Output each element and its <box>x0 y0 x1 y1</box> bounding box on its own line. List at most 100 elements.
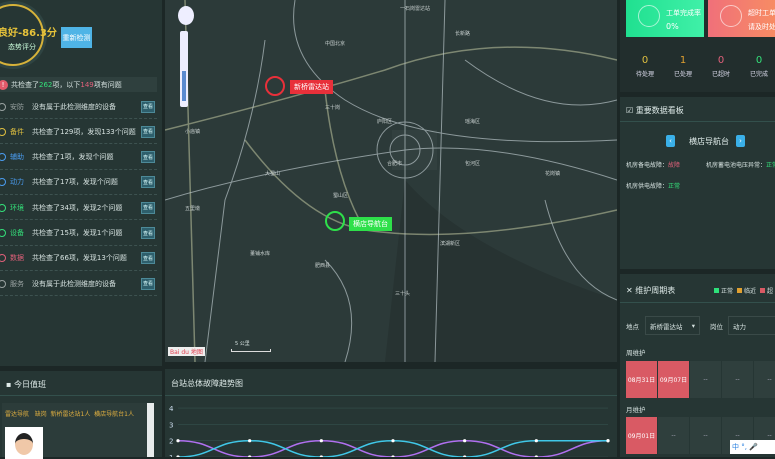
maintenance-panel: ✕ 维护周期表 正常 临近 超 地点 新桥雷达站 ▾ 岗位 动力 周维护 08月31日… <box>620 274 775 457</box>
map-nav-control[interactable] <box>178 6 194 25</box>
map-place-label: 庐阳区 <box>377 119 393 125</box>
trend-chart-panel: 台站总体故障趋势图 1 2 3 4 <box>165 369 617 457</box>
view-button[interactable]: 查看 <box>141 252 155 265</box>
category-icon <box>0 254 6 263</box>
scrollbar[interactable] <box>147 403 154 457</box>
avatar <box>5 427 43 459</box>
maintenance-cell[interactable]: -- <box>690 417 721 454</box>
view-button[interactable]: 查看 <box>141 201 155 214</box>
maintenance-cell[interactable]: 08月31日 <box>626 361 657 398</box>
map-view[interactable]: 新桥雷达站 横店导航台 一石岗雷达站 中国北京 长新路 三十岗 合肥市 大蜀山 蜀山区 包河区… <box>165 0 617 362</box>
status-key: 机房备电故障： <box>626 162 669 169</box>
scale-bar <box>231 349 271 352</box>
count-label: 已处理 <box>673 71 692 78</box>
y-tick-label: 4 <box>169 405 174 413</box>
status-value: 故障 <box>668 162 681 169</box>
count-value: 1 <box>679 55 687 66</box>
count-label: 已超时 <box>711 71 730 78</box>
post-value: 动力 <box>733 322 746 331</box>
station-marker-fault[interactable]: 新桥雷达站 <box>290 80 333 94</box>
map-place-label: 滨湖新区 <box>440 241 461 247</box>
board-title-text: 重要数据看板 <box>635 106 684 115</box>
category-icon <box>0 178 6 187</box>
y-tick-label: 1 <box>169 454 173 457</box>
legend-swatch <box>760 288 766 293</box>
order-count[interactable]: 0 待处理 <box>630 55 660 78</box>
category-icon <box>0 279 6 288</box>
y-tick-label: 2 <box>169 438 173 446</box>
status-value: 正常 <box>766 162 775 169</box>
map-place-label: 花岗镇 <box>545 171 561 177</box>
data-point[interactable] <box>534 439 538 443</box>
maintenance-cell[interactable]: -- <box>722 361 753 398</box>
card-value: 0% <box>666 22 679 31</box>
map-place-label: 肥西县 <box>315 263 331 269</box>
check-row: 安防 没有属于此检测维度的设备 查看 <box>0 95 157 119</box>
duty-title-text: 今日值班 <box>13 380 46 389</box>
check-row: 数据 共检查了66项，发现13个问题 查看 <box>0 247 157 271</box>
duty-list: 雷达导航 缺岗 新桥雷达站1人 横店导航台1人 <box>2 403 154 459</box>
category-icon <box>0 229 6 237</box>
category-label: 备件 <box>10 127 24 136</box>
check-result: 共检查了66项，发现13个问题 <box>32 254 127 263</box>
zoom-slider[interactable] <box>180 31 188 107</box>
next-station-button[interactable]: › <box>736 135 745 147</box>
maintenance-cell[interactable]: 09月07日 <box>658 361 689 398</box>
radar-icon <box>265 76 285 96</box>
map-roads <box>165 0 617 362</box>
map-place-label: 大蜀山 <box>265 171 281 177</box>
check-row: 动力 共检查了17项，发现个问题 查看 <box>0 171 157 195</box>
map-place-label: 包河区 <box>465 161 481 167</box>
data-point[interactable] <box>248 439 252 443</box>
view-button[interactable]: 查看 <box>141 151 155 164</box>
chevron-down-icon: ▾ <box>691 321 695 330</box>
check-result: 共检查了15项，发现1个问题 <box>32 229 123 237</box>
site-select[interactable]: 新桥雷达站 ▾ <box>645 316 700 335</box>
data-point[interactable] <box>463 439 467 443</box>
view-button[interactable]: 查看 <box>141 125 155 138</box>
checked-count: 262 <box>39 80 53 89</box>
view-button[interactable]: 查看 <box>141 100 155 113</box>
maint-title: ✕ 维护周期表 <box>626 286 676 295</box>
map-place-label: 三十头 <box>395 291 411 297</box>
card-value: 请及时处理 <box>748 23 775 31</box>
check-row: 备件 共检查了129项，发现133个问题 查看 <box>0 120 157 145</box>
count-value: 0 <box>755 55 763 66</box>
station-name: 横店导航台 <box>689 137 729 146</box>
data-point[interactable] <box>176 439 180 443</box>
score-value: 良好-86.3分 <box>0 28 57 39</box>
order-count[interactable]: 0 已完成 <box>744 55 774 78</box>
issue-count: 149 <box>80 80 94 89</box>
ime-toolbar[interactable]: 中 °, 🎤 <box>730 440 775 454</box>
view-button[interactable]: 查看 <box>141 227 155 239</box>
status-item: 机房蓄电池电压异常：正常 <box>706 160 775 169</box>
view-button[interactable]: 查看 <box>141 176 155 189</box>
order-count[interactable]: 0 已超时 <box>706 55 736 78</box>
maint-title-text: 维护周期表 <box>635 286 676 295</box>
check-result: 没有属于此检测维度的设备 <box>32 279 116 288</box>
category-label: 辅助 <box>10 153 24 162</box>
summary-text: 项有问题 <box>93 80 122 89</box>
data-point[interactable] <box>391 439 395 443</box>
data-point[interactable] <box>319 439 323 443</box>
card-title: 超时工单：0 <box>748 9 775 17</box>
maintenance-cell[interactable]: 09月01日 <box>626 417 657 454</box>
prev-station-button[interactable]: ‹ <box>666 135 675 147</box>
view-button[interactable]: 查看 <box>141 277 155 290</box>
data-point[interactable] <box>606 439 610 443</box>
status-value: 正常 <box>668 183 681 190</box>
maintenance-cell[interactable]: -- <box>754 361 775 398</box>
site-label: 地点 <box>626 323 639 331</box>
maintenance-cell[interactable]: -- <box>690 361 721 398</box>
category-icon <box>0 127 6 136</box>
count-value: 0 <box>717 55 725 66</box>
post-select[interactable]: 动力 <box>728 316 775 335</box>
recheck-button[interactable]: 重新检测 <box>61 27 92 48</box>
map-place-label: 瑶海区 <box>465 119 481 125</box>
legend-label: 超 <box>767 288 774 295</box>
work-order-panel: 工单完成率 0% 超时工单：0 请及时处理 0 待处理 1 已处理 0 已超时 0 已完成 <box>620 0 775 92</box>
count-value: 0 <box>641 55 649 66</box>
order-count[interactable]: 1 已处理 <box>668 55 698 78</box>
station-marker-normal[interactable]: 横店导航台 <box>349 217 392 231</box>
maintenance-cell[interactable]: -- <box>658 417 689 454</box>
